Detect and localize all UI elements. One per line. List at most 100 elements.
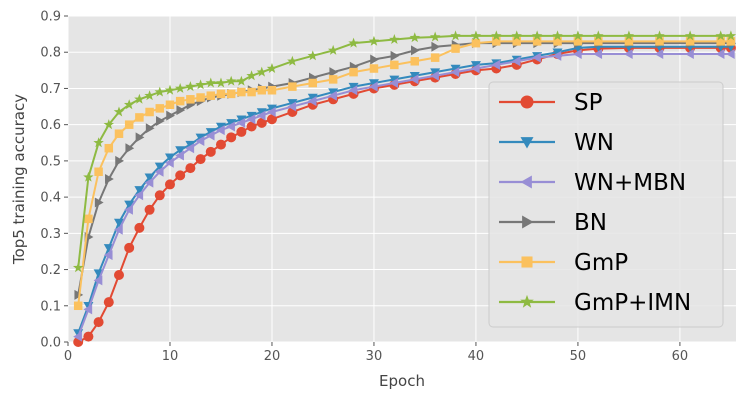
legend-label-wn: WN: [574, 130, 614, 156]
point-wn: [226, 119, 237, 128]
point-gmp-imn: [236, 75, 247, 86]
point-wn-mbn: [83, 304, 93, 315]
point-wn-mbn: [328, 90, 337, 101]
point-gmp: [206, 91, 216, 100]
point-bn: [166, 110, 175, 121]
point-wn-mbn: [246, 114, 256, 125]
point-gmp: [451, 44, 460, 53]
point-wn-mbn: [430, 70, 439, 81]
y-axis-label: Top5 training accuracy: [10, 94, 28, 265]
point-wn: [134, 186, 145, 195]
point-gmp-imn: [225, 75, 237, 86]
point-wn: [409, 72, 420, 81]
point-gmp-imn: [144, 90, 155, 101]
point-gmp-imn: [195, 79, 206, 90]
y-tick-label: 0.7: [40, 82, 61, 97]
point-wn: [256, 108, 267, 117]
point-gmp: [114, 129, 124, 138]
series-gmp-imn: [72, 30, 737, 273]
point-wn-mbn: [348, 85, 358, 96]
point-sp: [215, 139, 226, 150]
point-gmp-imn: [134, 93, 145, 104]
point-wn-mbn: [725, 49, 735, 60]
point-sp: [256, 117, 267, 128]
point-wn: [185, 140, 196, 150]
point-gmp: [196, 93, 205, 102]
y-tick-label: 0.9: [40, 10, 61, 25]
point-gmp: [410, 57, 419, 66]
point-gmp: [226, 89, 236, 99]
point-wn: [246, 111, 257, 121]
point-wn-mbn: [491, 59, 501, 70]
point-gmp: [84, 214, 93, 224]
point-wn-mbn: [205, 130, 215, 141]
series-gmp: [73, 37, 736, 311]
point-gmp: [328, 75, 338, 84]
point-wn-mbn: [185, 143, 195, 154]
point-gmp: [145, 107, 154, 117]
point-bn: [115, 155, 124, 166]
point-gmp: [430, 53, 440, 62]
point-sp: [93, 317, 104, 328]
point-bn: [94, 197, 104, 208]
point-gmp: [288, 82, 297, 91]
point-bn: [431, 41, 441, 52]
point-sp: [226, 132, 237, 143]
point-gmp: [573, 37, 583, 46]
point-gmp-imn: [72, 262, 84, 273]
legend-item-gmp-imn: GmP+IMN: [499, 290, 691, 316]
point-gmp-imn: [593, 30, 604, 41]
series-layer: [72, 30, 737, 347]
point-sp: [144, 204, 155, 215]
legend-item-bn: BN: [499, 210, 607, 236]
x-tick-label: 60: [672, 349, 689, 364]
point-gmp: [257, 86, 267, 95]
point-gmp: [349, 67, 358, 77]
point-gmp: [124, 120, 134, 129]
point-gmp-imn: [164, 84, 176, 95]
point-gmp-imn: [552, 30, 563, 41]
x-tick-label: 10: [162, 349, 179, 364]
point-gmp: [94, 167, 103, 177]
legend-marker-sp: [520, 95, 534, 109]
point-wn-mbn: [195, 135, 205, 146]
point-wn-mbn: [236, 117, 246, 128]
point-gmp: [135, 113, 144, 122]
point-sp: [113, 269, 124, 280]
legend-marker-wn-mbn: [520, 175, 532, 189]
point-gmp: [594, 37, 603, 46]
point-wn-mbn: [715, 49, 725, 60]
point-gmp-imn: [266, 63, 278, 73]
y-tick-label: 0.6: [40, 118, 61, 133]
point-gmp: [726, 37, 736, 46]
point-wn: [164, 153, 175, 163]
point-wn: [348, 82, 359, 92]
legend-item-sp: SP: [499, 90, 603, 116]
point-wn-mbn: [389, 78, 399, 89]
point-bn: [329, 67, 339, 78]
legend-label-wn-mbn: WN+MBN: [574, 170, 686, 196]
point-gmp-imn: [185, 81, 196, 92]
y-tick-label: 0.1: [40, 299, 61, 314]
point-gmp: [237, 87, 246, 97]
point-gmp-imn: [470, 30, 482, 41]
point-wn-mbn: [93, 275, 103, 286]
point-sp: [236, 126, 247, 137]
y-tick-label: 0.0: [40, 336, 61, 351]
x-tick-label: 20: [264, 349, 281, 364]
x-tick-label: 40: [468, 349, 485, 364]
point-gmp: [655, 37, 664, 46]
point-sp: [124, 242, 135, 253]
x-tick-label: 30: [366, 349, 383, 364]
point-wn: [195, 133, 206, 143]
point-gmp: [175, 96, 185, 106]
point-wn-mbn: [685, 49, 694, 60]
point-wn-mbn: [450, 67, 460, 78]
point-wn-mbn: [511, 56, 521, 67]
point-wn: [205, 128, 216, 137]
point-gmp-imn: [715, 30, 726, 41]
legend-item-wn-mbn: WN+MBN: [499, 170, 686, 196]
point-wn-mbn: [256, 110, 266, 121]
legend-item-gmp: GmP: [499, 250, 628, 276]
